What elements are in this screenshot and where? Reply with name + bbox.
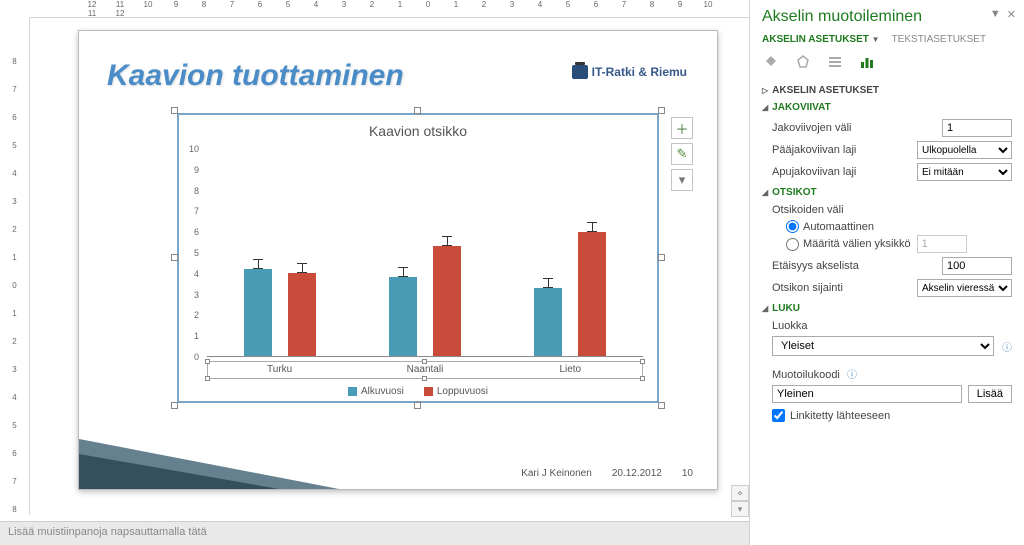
size-icon[interactable] (826, 53, 844, 71)
minor-tick-select[interactable]: Ei mitään (917, 163, 1012, 181)
section-gridlines[interactable]: ◢JAKOVIIVAT (762, 102, 1012, 113)
section-number[interactable]: ◢LUKU (762, 303, 1012, 314)
gridline-interval-label: Jakoviivojen väli (772, 122, 851, 134)
label-interval-label: Otsikoiden väli (772, 204, 844, 216)
brand-text: IT-Ratki & Riemu (592, 65, 687, 79)
distance-input[interactable] (942, 257, 1012, 275)
effects-icon[interactable] (794, 53, 812, 71)
radio-auto[interactable]: Automaattinen (786, 220, 1012, 233)
pane-dropdown-icon[interactable]: ▼ (990, 8, 1001, 21)
legend-swatch-0 (348, 387, 357, 396)
slide: Kaavion tuottaminen IT-Ratki & Riemu Kaa… (78, 30, 718, 490)
gridline-interval-input[interactable] (942, 119, 1012, 137)
chart-add-element-button[interactable]: ＋ (671, 117, 693, 139)
tab-axis-options[interactable]: AKSELIN ASETUKSET ▼ (762, 34, 880, 45)
distance-label: Etäisyys akselista (772, 260, 859, 272)
format-code-label: Muotoilukoodi ⓘ (772, 366, 857, 381)
section-labels[interactable]: ◢OTSIKOT (762, 187, 1012, 198)
category-select[interactable]: Yleiset (772, 336, 994, 356)
legend-swatch-1 (424, 387, 433, 396)
axis-options-icon[interactable] (858, 53, 876, 71)
ruler-horizontal: 1211109876543210123456789101112 (30, 0, 749, 18)
brand-label: IT-Ratki & Riemu (572, 65, 687, 79)
chart-legend: Alkuvuosi Loppuvuosi (179, 386, 657, 397)
editor-area: 1211109876543210123456789101112 87654321… (0, 0, 749, 545)
format-code-input[interactable] (772, 385, 962, 403)
radio-specify[interactable]: Määritä välien yksikkö (786, 238, 911, 251)
slide-decoration (79, 419, 339, 489)
chart-title[interactable]: Kaavion otsikko (179, 123, 657, 139)
slide-title: Kaavion tuottaminen (107, 59, 404, 93)
category-label: Luokka (772, 320, 807, 332)
footer-date: 20.12.2012 (612, 468, 662, 479)
major-tick-label: Pääjakoviivan laji (772, 144, 856, 156)
info-icon[interactable]: ⓘ (847, 370, 857, 381)
next-slide-button[interactable]: ▾ (731, 501, 749, 517)
slide-footer: Kari J Keinonen 20.12.2012 10 (521, 468, 693, 479)
chart[interactable]: Kaavion otsikko 109876543210 TurkuNaanta… (177, 113, 659, 403)
fill-icon[interactable] (762, 53, 780, 71)
minor-tick-label: Apujakoviivan laji (772, 166, 856, 178)
chart-filter-button[interactable]: ▾ (671, 169, 693, 191)
legend-label-1: Loppuvuosi (437, 386, 488, 397)
linked-checkbox[interactable]: Linkitetty lähteeseen (772, 409, 1012, 422)
slide-nav-buttons: ⋄ ▾ (731, 485, 749, 517)
footer-author: Kari J Keinonen (521, 468, 592, 479)
pane-tabs: AKSELIN ASETUKSET ▼ TEKSTIASETUKSET (762, 34, 1012, 45)
y-axis: 109876543210 (185, 149, 199, 357)
footer-page: 10 (682, 468, 693, 479)
legend-label-0: Alkuvuosi (361, 386, 404, 397)
pane-close-icon[interactable]: ✕ (1007, 8, 1016, 21)
info-icon[interactable]: ⓘ (1002, 339, 1012, 354)
major-tick-select[interactable]: Ulkopuolella (917, 141, 1012, 159)
chart-plot: 109876543210 (201, 149, 643, 357)
label-position-label: Otsikon sijainti (772, 282, 843, 294)
specify-interval-input[interactable] (917, 235, 967, 253)
bars-area (207, 149, 643, 357)
x-labels: TurkuNaantaliLieto (207, 364, 643, 375)
format-axis-pane: ▼ ✕ Akselin muotoileminen AKSELIN ASETUK… (749, 0, 1024, 545)
ruler-vertical: 87654321012345678 (0, 18, 30, 515)
chart-floating-tools: ＋ ✎ ▾ (671, 117, 693, 191)
pane-title: Akselin muotoileminen (762, 8, 1012, 26)
prev-slide-button[interactable]: ⋄ (731, 485, 749, 501)
section-axis-options[interactable]: ▷AKSELIN ASETUKSET (762, 85, 1012, 96)
add-format-button[interactable]: Lisää (968, 385, 1012, 403)
chart-styles-button[interactable]: ✎ (671, 143, 693, 165)
notes-placeholder[interactable]: Lisää muistiinpanoja napsauttamalla tätä (0, 521, 749, 545)
brand-icon (572, 65, 588, 79)
label-position-select[interactable]: Akselin vieressä (917, 279, 1012, 297)
tab-text-options[interactable]: TEKSTIASETUKSET (892, 34, 986, 45)
